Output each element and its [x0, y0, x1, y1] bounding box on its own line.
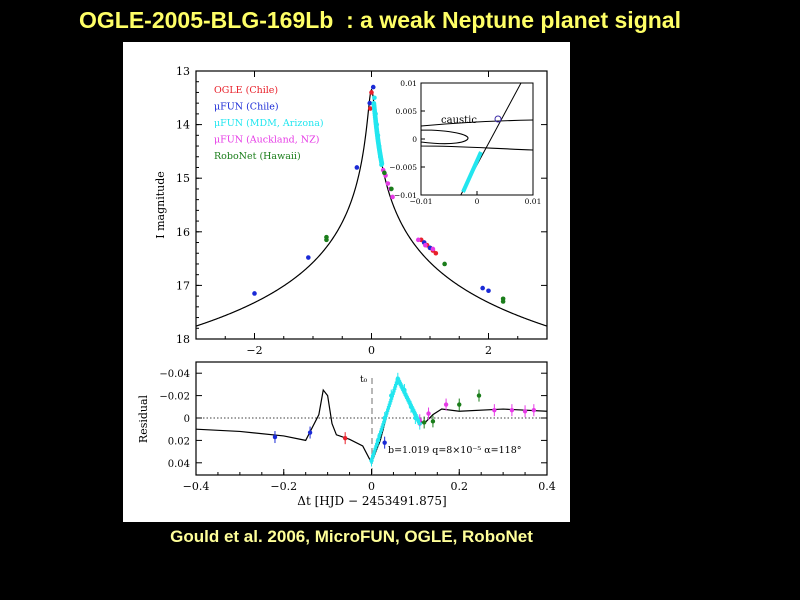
y-tick-label: 14 — [176, 119, 190, 132]
residual-xlabel: Δt [HJD − 2453491.875] — [297, 494, 446, 508]
legend: OGLE (Chile) μFUN (Chile) μFUN (MDM, Arizo… — [214, 85, 324, 162]
light-curve-point — [430, 246, 436, 252]
residual-ylabel: Residual — [137, 394, 150, 443]
inset-y-tick-label: 0.01 — [400, 79, 417, 88]
source-circle — [494, 115, 502, 123]
y-tick-label: 17 — [176, 279, 190, 292]
residual-y-tick-label: −0.04 — [159, 369, 190, 380]
light-curve-point — [370, 84, 376, 90]
residual-point — [307, 430, 313, 435]
t0-label: t₀ — [360, 375, 368, 385]
light-curve-point — [372, 95, 377, 101]
y-tick-label: 13 — [176, 65, 190, 78]
light-curve-point — [385, 181, 391, 186]
legend-entry: μFUN (Auckland, NZ) — [214, 135, 319, 146]
light-curve-point — [354, 165, 360, 170]
residual-plot: t₀ −0.4 −0.2 0 0.2 0.4 −0.04 −0.02 0 0.02 0.04 Re… — [137, 361, 556, 508]
x-tick-label: −2 — [246, 344, 262, 357]
figure-panel: −2 0 2 13 14 15 16 17 18 I magnitude OGLE (Chile… — [123, 42, 570, 522]
caustic-curve — [421, 119, 533, 151]
legend-entry: μFUN (Chile) — [214, 102, 279, 113]
light-curve-point — [442, 261, 447, 267]
light-curve-point — [389, 186, 394, 192]
light-curve-point — [252, 291, 257, 296]
residual-point — [492, 407, 497, 413]
inset-plot: caustic −0.01 0 0.01 0.01 0.005 0 −0.005 −0.01 — [389, 79, 541, 206]
inset-y-tick-label: 0.005 — [396, 107, 418, 116]
main-ylabel: I magnitude — [154, 171, 167, 239]
residual-parameters: b=1.019 q=8×10⁻⁵ α=118° — [388, 445, 522, 456]
light-curve-points — [252, 84, 506, 304]
y-tick-label: 16 — [176, 226, 190, 239]
y-tick-label: 15 — [176, 172, 190, 185]
light-curve-point — [480, 285, 485, 291]
x-tick-label: 2 — [485, 344, 492, 357]
residual-point — [443, 402, 449, 407]
light-curve-point — [486, 288, 491, 294]
residual-y-tick-label: 0.04 — [168, 459, 190, 470]
residual-point — [522, 409, 528, 414]
light-curve-point — [369, 90, 374, 95]
residual-point — [457, 402, 462, 407]
light-curve-point — [433, 250, 439, 256]
residual-x-tick-label: −0.4 — [183, 480, 210, 493]
y-tick-label: 18 — [176, 333, 190, 346]
inset-ticks: −0.01 0 0.01 0.01 0.005 0 −0.005 −0.01 — [389, 79, 541, 206]
residual-point — [421, 420, 427, 425]
inset-x-tick-label: −0.01 — [410, 197, 433, 206]
figure-svg: −2 0 2 13 14 15 16 17 18 I magnitude OGLE (Chile… — [137, 65, 556, 508]
residual-point — [509, 407, 515, 413]
legend-entry: μFUN (MDM, Arizona) — [214, 118, 324, 129]
light-curve-point — [379, 161, 385, 167]
residual-y-tick-label: −0.02 — [159, 392, 190, 403]
inset-y-tick-label: 0 — [412, 135, 417, 144]
x-tick-label: 0 — [368, 344, 375, 357]
light-curve-point — [368, 106, 373, 111]
light-curve-plot: −2 0 2 13 14 15 16 17 18 I magnitude OGLE (Chile… — [154, 65, 548, 357]
residual-point — [272, 434, 278, 440]
slide-title: OGLE-2005-BLG-169Lb : a weak Neptune pla… — [79, 7, 681, 33]
residual-point — [426, 411, 431, 416]
light-curve-point — [500, 299, 506, 304]
residual-point — [342, 435, 348, 441]
residual-point — [382, 440, 387, 445]
residual-x-tick-label: 0 — [368, 480, 375, 493]
inset-x-tick-label: 0.01 — [525, 197, 542, 206]
light-curve-model — [196, 88, 547, 327]
light-curve-point — [416, 237, 421, 243]
light-curve-point — [423, 242, 428, 248]
light-curve-point — [324, 237, 329, 243]
residual-point — [531, 407, 537, 413]
residual-x-tick-label: 0.4 — [538, 480, 556, 493]
residual-point — [430, 419, 436, 424]
source-trajectory-data — [461, 151, 483, 193]
inset-frame — [420, 82, 534, 196]
light-curve-point — [382, 170, 387, 176]
slide-credit: Gould et al. 2006, MicroFUN, OGLE, RoboN… — [170, 527, 533, 546]
light-curve-point — [390, 194, 395, 200]
light-curve-point — [306, 255, 311, 260]
residual-ticks: −0.4 −0.2 0 0.2 0.4 −0.04 −0.02 0 0.02 0.04 — [159, 369, 555, 493]
residual-y-tick-label: 0.02 — [168, 436, 190, 447]
light-curve-ticks: −2 0 2 13 14 15 16 17 18 — [176, 65, 548, 357]
legend-entry: OGLE (Chile) — [214, 85, 278, 96]
inset-y-tick-label: −0.005 — [389, 163, 417, 172]
residual-point — [476, 393, 482, 398]
residual-x-tick-label: 0.2 — [451, 480, 469, 493]
inset-x-tick-label: 0 — [475, 197, 480, 206]
light-curve-point — [367, 100, 373, 106]
residual-x-tick-label: −0.2 — [270, 480, 297, 493]
inset-y-tick-label: −0.01 — [394, 191, 417, 200]
inset-caustic-label: caustic — [441, 115, 477, 126]
legend-entry: RoboNet (Hawaii) — [214, 151, 301, 162]
residual-y-tick-label: 0 — [184, 414, 190, 425]
residual-points — [272, 372, 537, 467]
residual-point — [417, 418, 421, 425]
